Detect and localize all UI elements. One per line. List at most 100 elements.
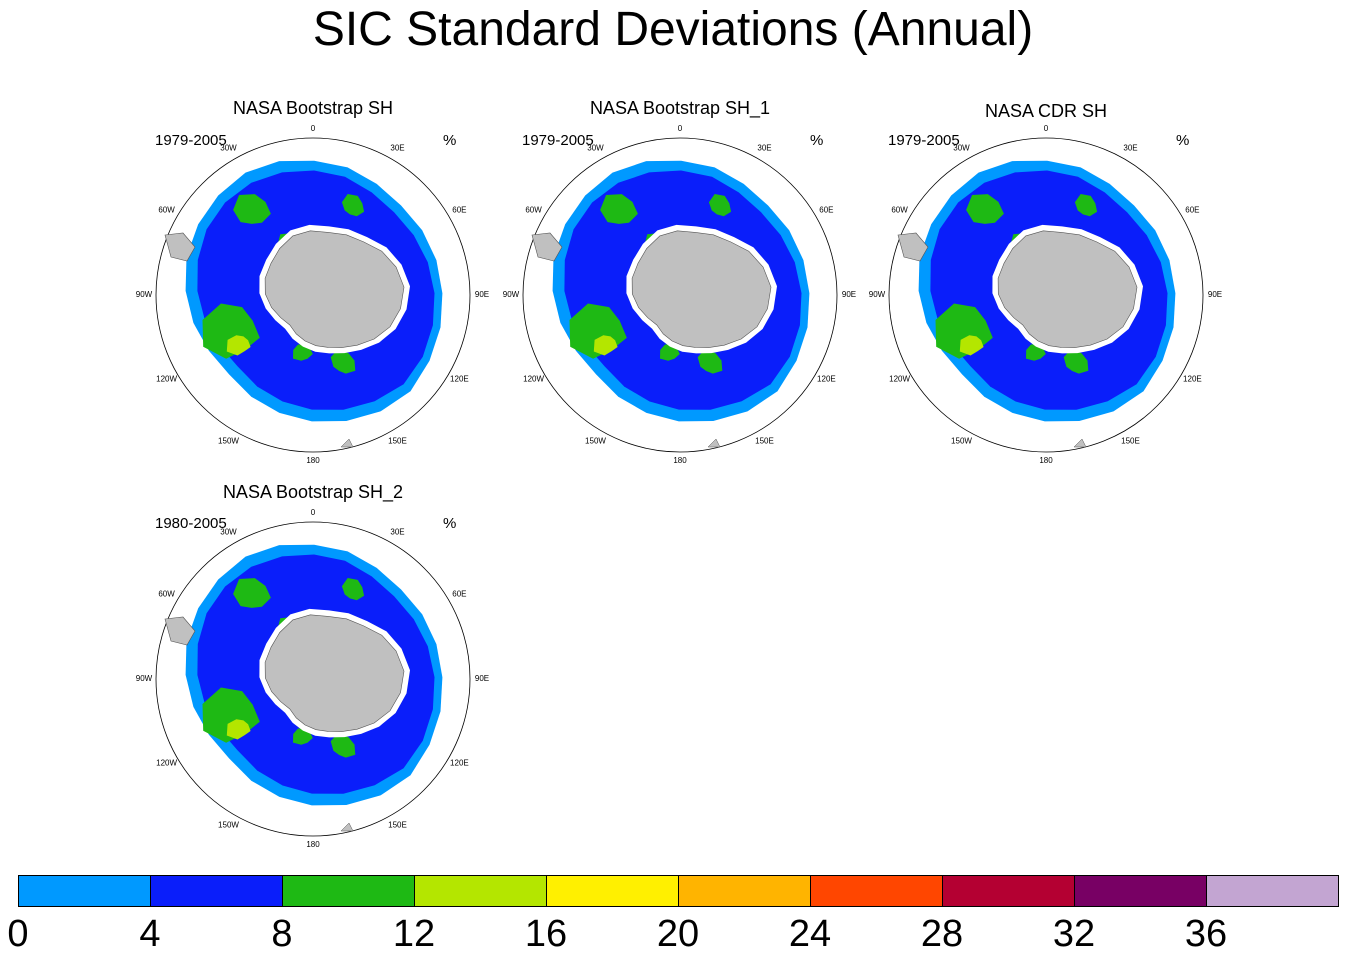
longitude-label: 180 [673,456,687,465]
map-panel-1: NASA Bootstrap SH 1979-2005 % 0 30E 60E 90E… [136,95,493,475]
sea-ice-peak-patch [959,335,984,356]
longitude-label: 90W [869,290,886,299]
period-label: 1980-2005 [155,515,227,532]
south-america-tip [164,232,196,262]
longitude-label: 120W [523,375,544,384]
figure-title: SIC Standard Deviations (Annual) [312,3,1034,56]
antarctica-landmass [631,230,772,348]
longitude-label: 120E [817,375,836,384]
longitude-label: 90E [475,290,489,299]
period-label: 1979-2005 [888,132,960,149]
colorbar-box [1074,875,1207,907]
period-label: 1979-2005 [522,132,594,149]
polar-map: 0 30E 60E 90E 120E 150E 180 150W 120W 90W 60W 30W [136,124,489,465]
longitude-label: 90W [503,290,520,299]
longitude-label: 150W [585,437,606,446]
colorbar-tick-label: 32 [1052,913,1096,955]
longitude-label: 150W [218,437,239,446]
colorbar-tick-label: 8 [271,913,293,955]
colorbar-tick-label: 12 [392,913,436,955]
colorbar [18,875,1339,909]
longitude-label: 60W [891,206,908,215]
longitude-label: 120E [450,375,469,384]
longitude-label: 90E [842,290,856,299]
sea-ice-high-patch [233,578,271,608]
period-label: 1979-2005 [155,132,227,149]
longitude-label: 30E [390,528,404,537]
longitude-label: 60W [525,206,542,215]
longitude-label: 150W [951,437,972,446]
antarctica-landmass [997,230,1138,348]
longitude-label: 0 [311,508,316,517]
longitude-label: 60W [158,590,175,599]
colorbar-box [942,875,1075,907]
longitude-label: 30W [953,144,970,153]
longitude-label: 60E [819,206,833,215]
colorbar-tick-label: 20 [656,913,700,955]
colorbar-tick-label: 24 [788,913,832,955]
polar-map: 0 30E 60E 90E 120E 150E 180 150W 120W 90W 60W 30W [136,508,489,849]
colorbar-box [810,875,943,907]
antarctica-landmass [264,614,405,732]
units-label: % [810,132,824,149]
sea-ice-high-patch [1074,194,1098,217]
longitude-label: 0 [1044,124,1049,133]
longitude-label: 180 [1039,456,1053,465]
colorbar-box [282,875,415,907]
colorbar-tick-label: 36 [1184,913,1228,955]
longitude-label: 60E [1185,206,1199,215]
sea-ice-high-patch [341,578,365,601]
longitude-label: 30E [1123,144,1137,153]
sea-ice-high-patch [600,194,638,224]
colorbar-tick-label: 4 [139,913,161,955]
longitude-label: 30W [220,528,237,537]
island-landmass [707,438,721,448]
longitude-label: 180 [306,456,320,465]
units-label: % [443,515,457,532]
map-panel-2: NASA Bootstrap SH_1 1979-2005 % 0 30E 60E 9… [503,95,860,475]
south-america-tip [164,616,196,646]
longitude-label: 120E [1183,375,1202,384]
sea-ice-high-patch [708,194,732,217]
longitude-label: 60E [452,206,466,215]
longitude-label: 120W [889,375,910,384]
colorbar-tick-label: 28 [920,913,964,955]
sea-ice-high-patch [697,348,723,374]
longitude-label: 0 [678,124,683,133]
longitude-label: 150E [388,821,407,830]
colorbar-box [678,875,811,907]
longitude-label: 150E [755,437,774,446]
polar-map: 0 30E 60E 90E 120E 150E 180 150W 120W 90W 60W 30W [503,124,856,465]
south-america-tip [897,232,929,262]
colorbar-box [546,875,679,907]
longitude-label: 0 [311,124,316,133]
island-landmass [1073,438,1087,448]
longitude-label: 30W [587,144,604,153]
colorbar-box [1206,875,1339,907]
longitude-label: 30E [390,144,404,153]
colorbar-box [18,875,151,907]
sea-ice-high-patch [233,194,271,224]
polar-map: 0 30E 60E 90E 120E 150E 180 150W 120W 90W 60W 30W [869,124,1222,465]
colorbar-tick-label: 16 [524,913,568,955]
panel-title: NASA CDR SH [984,101,1108,121]
sea-ice-peak-patch [226,335,251,356]
sea-ice-high-patch [966,194,1004,224]
units-label: % [443,132,457,149]
map-panel-3: NASA CDR SH 1979-2005 % 0 30E 60E 90E 120E 15… [869,95,1226,475]
sea-ice-high-patch [330,348,356,374]
antarctica-landmass [264,230,405,348]
longitude-label: 90W [136,290,153,299]
longitude-label: 90W [136,674,153,683]
panel-title: NASA Bootstrap SH [232,98,394,118]
units-label: % [1176,132,1190,149]
colorbar-box [150,875,283,907]
longitude-label: 30E [757,144,771,153]
longitude-label: 120W [156,375,177,384]
longitude-label: 150E [388,437,407,446]
map-panel-4: NASA Bootstrap SH_2 1980-2005 % 0 30E 60E 9… [136,479,493,859]
longitude-label: 60E [452,590,466,599]
sea-ice-high-patch [1063,348,1089,374]
sea-ice-high-patch [341,194,365,217]
sea-ice-high-patch [330,732,356,758]
